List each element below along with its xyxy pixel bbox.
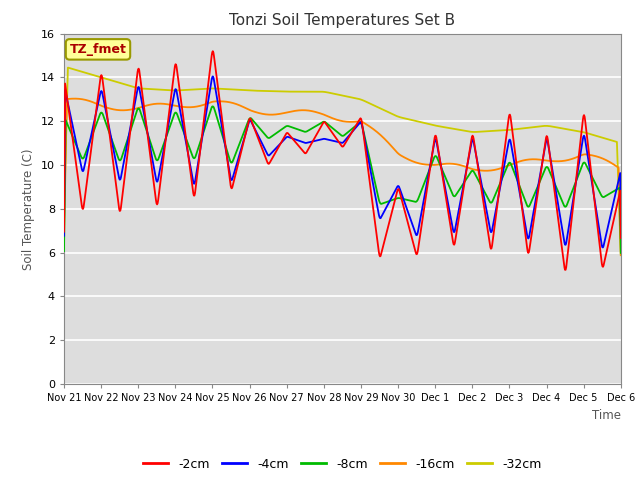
X-axis label: Time: Time xyxy=(592,408,621,421)
Title: Tonzi Soil Temperatures Set B: Tonzi Soil Temperatures Set B xyxy=(229,13,456,28)
Text: TZ_fmet: TZ_fmet xyxy=(70,43,127,56)
Y-axis label: Soil Temperature (C): Soil Temperature (C) xyxy=(22,148,35,270)
Legend: -2cm, -4cm, -8cm, -16cm, -32cm: -2cm, -4cm, -8cm, -16cm, -32cm xyxy=(138,453,547,476)
